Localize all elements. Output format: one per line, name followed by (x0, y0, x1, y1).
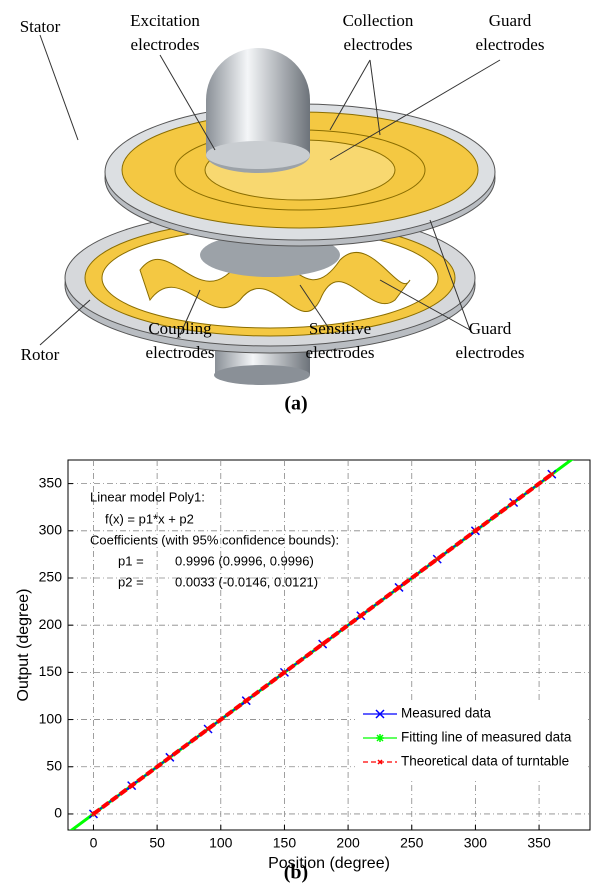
illustration-label: electrodes (344, 35, 413, 54)
illustration-label: electrodes (146, 343, 215, 362)
caption-b: (b) (284, 862, 308, 884)
device-illustration (40, 35, 500, 385)
illustration-label: Rotor (21, 345, 60, 364)
fit-annotation: p2 = (118, 574, 144, 589)
legend-label: Theoretical data of turntable (401, 754, 569, 769)
y-tick-label: 50 (46, 757, 62, 773)
y-tick-label: 250 (39, 569, 63, 585)
legend-marker (376, 734, 384, 742)
fit-annotation: Linear model Poly1: (90, 489, 205, 504)
x-tick-label: 350 (527, 835, 551, 851)
x-tick-label: 150 (273, 835, 297, 851)
illustration-label: Sensitive (309, 319, 371, 338)
illustration-label: Coupling (148, 319, 212, 338)
legend-label: Fitting line of measured data (401, 730, 572, 745)
figure: Stator Excitation electrodes Collection elec… (0, 0, 593, 886)
caption-a: (a) (284, 393, 307, 415)
y-tick-label: 0 (54, 805, 62, 821)
x-tick-label: 100 (209, 835, 233, 851)
illustration-label: Guard (469, 319, 512, 338)
y-tick-label: 350 (39, 474, 63, 490)
fit-annotation: p1 = (118, 553, 144, 568)
x-tick-label: 0 (90, 835, 98, 851)
legend: Measured data Fitting line of measured da… (355, 700, 587, 778)
fit-annotation: Coefficients (with 95% confidence bounds… (90, 532, 339, 547)
fit-annotation: 0.9996 (0.9996, 0.9996) (175, 553, 314, 568)
y-tick-label: 300 (39, 521, 63, 537)
x-tick-label: 300 (464, 835, 488, 851)
illustration-label: electrodes (476, 35, 545, 54)
illustration-label: electrodes (131, 35, 200, 54)
y-axis-label: Output (degree) (15, 589, 32, 702)
illustration-label: electrodes (306, 343, 375, 362)
fit-annotation: f(x) = p1*x + p2 (105, 511, 194, 526)
page: { "figure_a": { "labels": [ ["Stator"], … (0, 0, 593, 886)
x-tick-label: 200 (336, 835, 360, 851)
illustration-label: electrodes (456, 343, 525, 362)
legend-label: Measured data (401, 706, 492, 721)
illustration-label: Collection (343, 11, 414, 30)
y-tick-label: 150 (39, 663, 63, 679)
y-tick-label: 100 (39, 710, 63, 726)
illustration-label: Stator (20, 17, 61, 36)
illustration-label: Guard (489, 11, 532, 30)
x-tick-label: 250 (400, 835, 424, 851)
y-tick-label: 200 (39, 616, 63, 632)
illustration-label: Excitation (130, 11, 200, 30)
x-tick-label: 50 (149, 835, 165, 851)
fit-annotation: 0.0033 (-0.0146, 0.0121) (175, 574, 318, 589)
